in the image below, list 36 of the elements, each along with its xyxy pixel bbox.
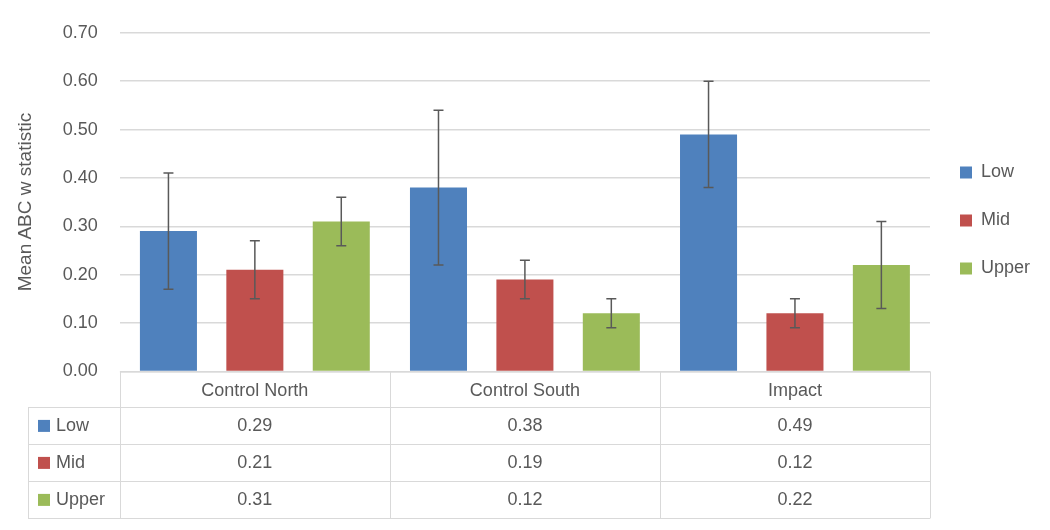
y-tick-label: 0.10 (62, 312, 98, 332)
legend-label: Low (56, 414, 91, 435)
x-tick-label: Control North (201, 380, 309, 401)
bar (766, 313, 824, 371)
data-label: 0.22 (777, 488, 813, 509)
bar (582, 313, 640, 371)
text: Low (980, 161, 1015, 182)
data-label: 0.12 (777, 451, 813, 472)
bar (409, 187, 468, 371)
bar (680, 134, 738, 371)
bar (496, 279, 554, 371)
y-tick-label: 0.70 (62, 21, 98, 42)
legend-label: Upper (980, 257, 1031, 278)
x-tick-label: Control South (469, 380, 580, 401)
text: Upper (56, 488, 106, 509)
bar (852, 264, 910, 371)
y-tick-label: 0.00 (62, 360, 98, 381)
y-tick-label: 0.50 (62, 118, 98, 139)
data-label: 0.29 (237, 414, 273, 435)
bar (139, 231, 197, 371)
legend-label: Mid (980, 209, 1010, 230)
x-tick-label: Impact (767, 380, 822, 401)
bar (226, 269, 284, 371)
text: Mid (56, 451, 86, 472)
data-label: 0.49 (777, 414, 813, 435)
bar (312, 221, 370, 371)
y-axis-title: Mean ABC w statistic (13, 112, 35, 292)
y-tick-label: 0.40 (62, 166, 98, 187)
data-label: 0.21 (237, 451, 273, 472)
data-label: 0.19 (507, 451, 543, 472)
data-label: 0.31 (237, 488, 273, 509)
y-tick-label: 0.30 (62, 215, 98, 236)
data-label: 0.12 (507, 488, 543, 509)
y-tick-label: 0.60 (62, 70, 98, 91)
y-tick-label: 0.20 (62, 263, 98, 284)
data-label: 0.38 (507, 414, 543, 435)
